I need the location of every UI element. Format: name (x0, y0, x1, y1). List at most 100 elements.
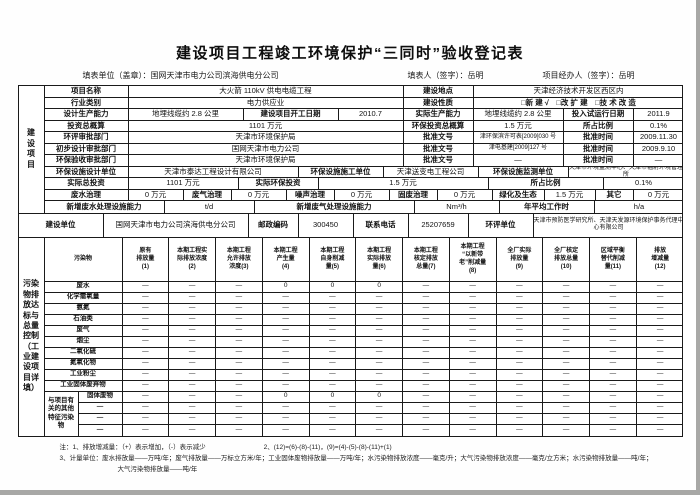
pollutant-value-cell: — (543, 325, 590, 336)
pollutant-value-cell: — (497, 380, 544, 391)
pollutant-value-cell: — (543, 336, 590, 347)
pollutant-value-cell: — (216, 369, 263, 380)
info-label-cell: 建设性质 (404, 97, 474, 108)
pollutant-name-cell: 石油类 (45, 314, 123, 325)
pollutant-name-cell: 化学需氧量 (45, 292, 123, 303)
pollutant-value-cell: 0 (310, 281, 357, 292)
pollutant-value-cell: — (169, 380, 216, 391)
info-value-cell: 25207659 (409, 213, 469, 237)
info-label-cell: 废气治理 (184, 189, 232, 200)
pollutant-row: 工业粉尘 — — — — — — — — — — — — (44, 369, 682, 381)
pollutant-value-cell: — (656, 381, 664, 389)
fill-unit-text: 填表单位（盖章）：国网天津市电力公司滨海供电分公司 (82, 71, 279, 80)
pollutant-value-cell: — (263, 413, 310, 424)
pollutant-group-row: — — — — — — — — — — — — — (78, 413, 682, 425)
info-label-cell: 固废治理 (390, 189, 438, 200)
pollutant-group: 与项目有 关的其他 特征污染 物 固体废物 — — —0 0 0— — — — — — — — — — — — —… (45, 391, 682, 436)
pollutant-section: 污染 物排 放达 标与 总量 控制 （工 业建 设项 目详 填） 污染物 原有 排… (19, 237, 682, 436)
pollutant-value-cell: — (497, 391, 544, 402)
info-row: 环评审批部门 天津市环境保护局 批准文号 津环保滨许可表[2009]030 号批准时间… (44, 132, 682, 144)
pollutant-value-cell: — (403, 369, 450, 380)
construction-project-vertical-label: 建 设 项 目 (19, 86, 45, 213)
info-value-cell: 天津市预防医学研究所、天津天发源环境保护事务代理中心有限公司 (533, 218, 684, 231)
pollutant-value-cell: — (310, 369, 357, 380)
pollutant-header-cell: 排放 增减量 (12) (651, 247, 670, 271)
pollutant-value-cell: — (356, 424, 403, 436)
pollutant-value-cell: — (656, 337, 664, 345)
info-value-cell: 地埋线缆约 2.8 公里 (129, 109, 244, 120)
pollutant-name-cell: 固体废物 (79, 391, 123, 402)
info-value-cell: 0 万元 (438, 189, 493, 200)
unit-row: 建设单位 国网天津市电力公司滨海供电分公司 邮政编码 300450 联系电话 252076… (18, 213, 684, 238)
pollutant-value-cell: — (543, 424, 590, 436)
pollutant-value-cell: — (656, 370, 664, 378)
pollutant-name-cell: 氨氮 (45, 303, 123, 314)
info-value-cell: 天津送变电工程公司 (384, 166, 479, 177)
pollutant-value-cell: — (450, 303, 497, 314)
pollutant-value-cell: — (310, 347, 357, 358)
pollutant-value-cell: — (310, 358, 357, 369)
info-value-cell: 2009.11.30 (640, 132, 677, 142)
pollutant-value-cell: — (123, 380, 170, 391)
pollutant-value-cell: — (356, 292, 403, 303)
pollutant-value-cell: — (450, 325, 497, 336)
info-row: 实际总投资 1101 万元 实际环保投资 1.5 万元 所占比例 0.1% (44, 178, 682, 190)
pollutant-value-cell: — (590, 369, 637, 380)
info-value-cell: 1101 万元 (129, 178, 239, 189)
pollutant-value-cell: — (450, 413, 497, 424)
info-value-cell: 1.5 万元 (545, 189, 596, 200)
pollutant-value-cell: — (590, 380, 637, 391)
info-value-cell: 0.1% (634, 178, 653, 188)
pollutant-name-cell: 工业粉尘 (45, 369, 123, 380)
pollutant-name-cell: 二氧化硫 (45, 347, 123, 358)
project-handler-text: 项目经办人（签字）：岳明 (542, 71, 635, 80)
info-value-cell: 2011.9 (647, 109, 670, 119)
pollutant-value-cell: — (356, 413, 403, 424)
pollutant-header-cell: 本期工程 核定排放 总量(7) (403, 237, 450, 281)
info-value-cell: 津环保滨许可表[2009]030 号 (474, 132, 564, 143)
pollutant-header-cell: 本期工程 “以新带 老”削减量 (8) (450, 237, 497, 281)
pollutant-value-cell: — (450, 347, 497, 358)
pollutant-value-cell: — (403, 424, 450, 436)
info-label-cell: 所占比例 (564, 120, 634, 131)
pollutant-value-cell: — (123, 314, 170, 325)
info-row: 投资总概算 1101 万元 环保投资总概算 1.5 万元 所占比例 0.1% (44, 120, 682, 132)
pollutant-value-cell: — (403, 347, 450, 358)
pollutant-value-cell: — (310, 402, 357, 413)
info-value-cell: 地埋线缆约 2.8 公里 (474, 109, 564, 120)
pollutant-value-cell: — (403, 380, 450, 391)
pollutant-value-cell: — (123, 336, 170, 347)
pollutant-value-cell: — (450, 391, 497, 402)
pollutant-value-cell: 0 (356, 281, 403, 292)
pollutant-value-cell: — (216, 391, 263, 402)
info-label-cell: 实际环保投资 (239, 178, 319, 189)
pollutant-value-cell: — (497, 303, 544, 314)
info-value-cell: 电力供应业 (129, 97, 404, 108)
info-row: 环保设施设计单位 天津市泰达工程设计有限公司 环保设施施工单位 天津送变电工程公司 环保… (44, 166, 683, 178)
pollutant-value-cell: — (450, 314, 497, 325)
footnotes: 注：1、排放增减量：（+）表示增加，（-）表示减少 2、(12)=(6)-(8)… (18, 442, 683, 476)
pollutant-value-cell: — (169, 292, 216, 303)
pollutant-value-cell: — (310, 380, 357, 391)
pollutant-row: 工业固体废弃物 — — — — — — — — — — — — (44, 380, 682, 392)
pollutant-header-cell: 本期工程 实际排放 量(6) (356, 237, 403, 281)
pollutant-value-cell: — (356, 336, 403, 347)
info-value-cell: 0.1% (649, 120, 668, 130)
pollutant-value-cell: — (310, 325, 357, 336)
info-label-cell: 设计生产能力 (45, 109, 129, 120)
footnote-3: 3、计量单位：废水排放量——万吨/年；废气排放量——万标立方米/年；工业固体废物… (59, 454, 653, 462)
pollutant-value-cell: — (169, 336, 216, 347)
info-value-cell: 国网天津市电力公司滨海供电分公司 (104, 213, 249, 237)
pollutant-value-cell: — (497, 424, 544, 436)
info-value-cell: — (474, 155, 564, 166)
pollutant-value-cell: — (216, 303, 263, 314)
info-label-cell: 环评审批部门 (45, 132, 129, 143)
pollutant-value-cell: — (123, 391, 170, 402)
pollutant-value-cell: — (590, 424, 637, 436)
info-value-cell: — (654, 155, 663, 165)
info-label-cell: 环保设施设计单位 (45, 166, 129, 177)
pollutant-row: 石油类 — — — — — — — — — — — — (44, 314, 682, 326)
pollutant-value-cell: — (403, 325, 450, 336)
pollutant-value-cell: — (169, 413, 216, 424)
pollutant-value-cell: — (450, 336, 497, 347)
